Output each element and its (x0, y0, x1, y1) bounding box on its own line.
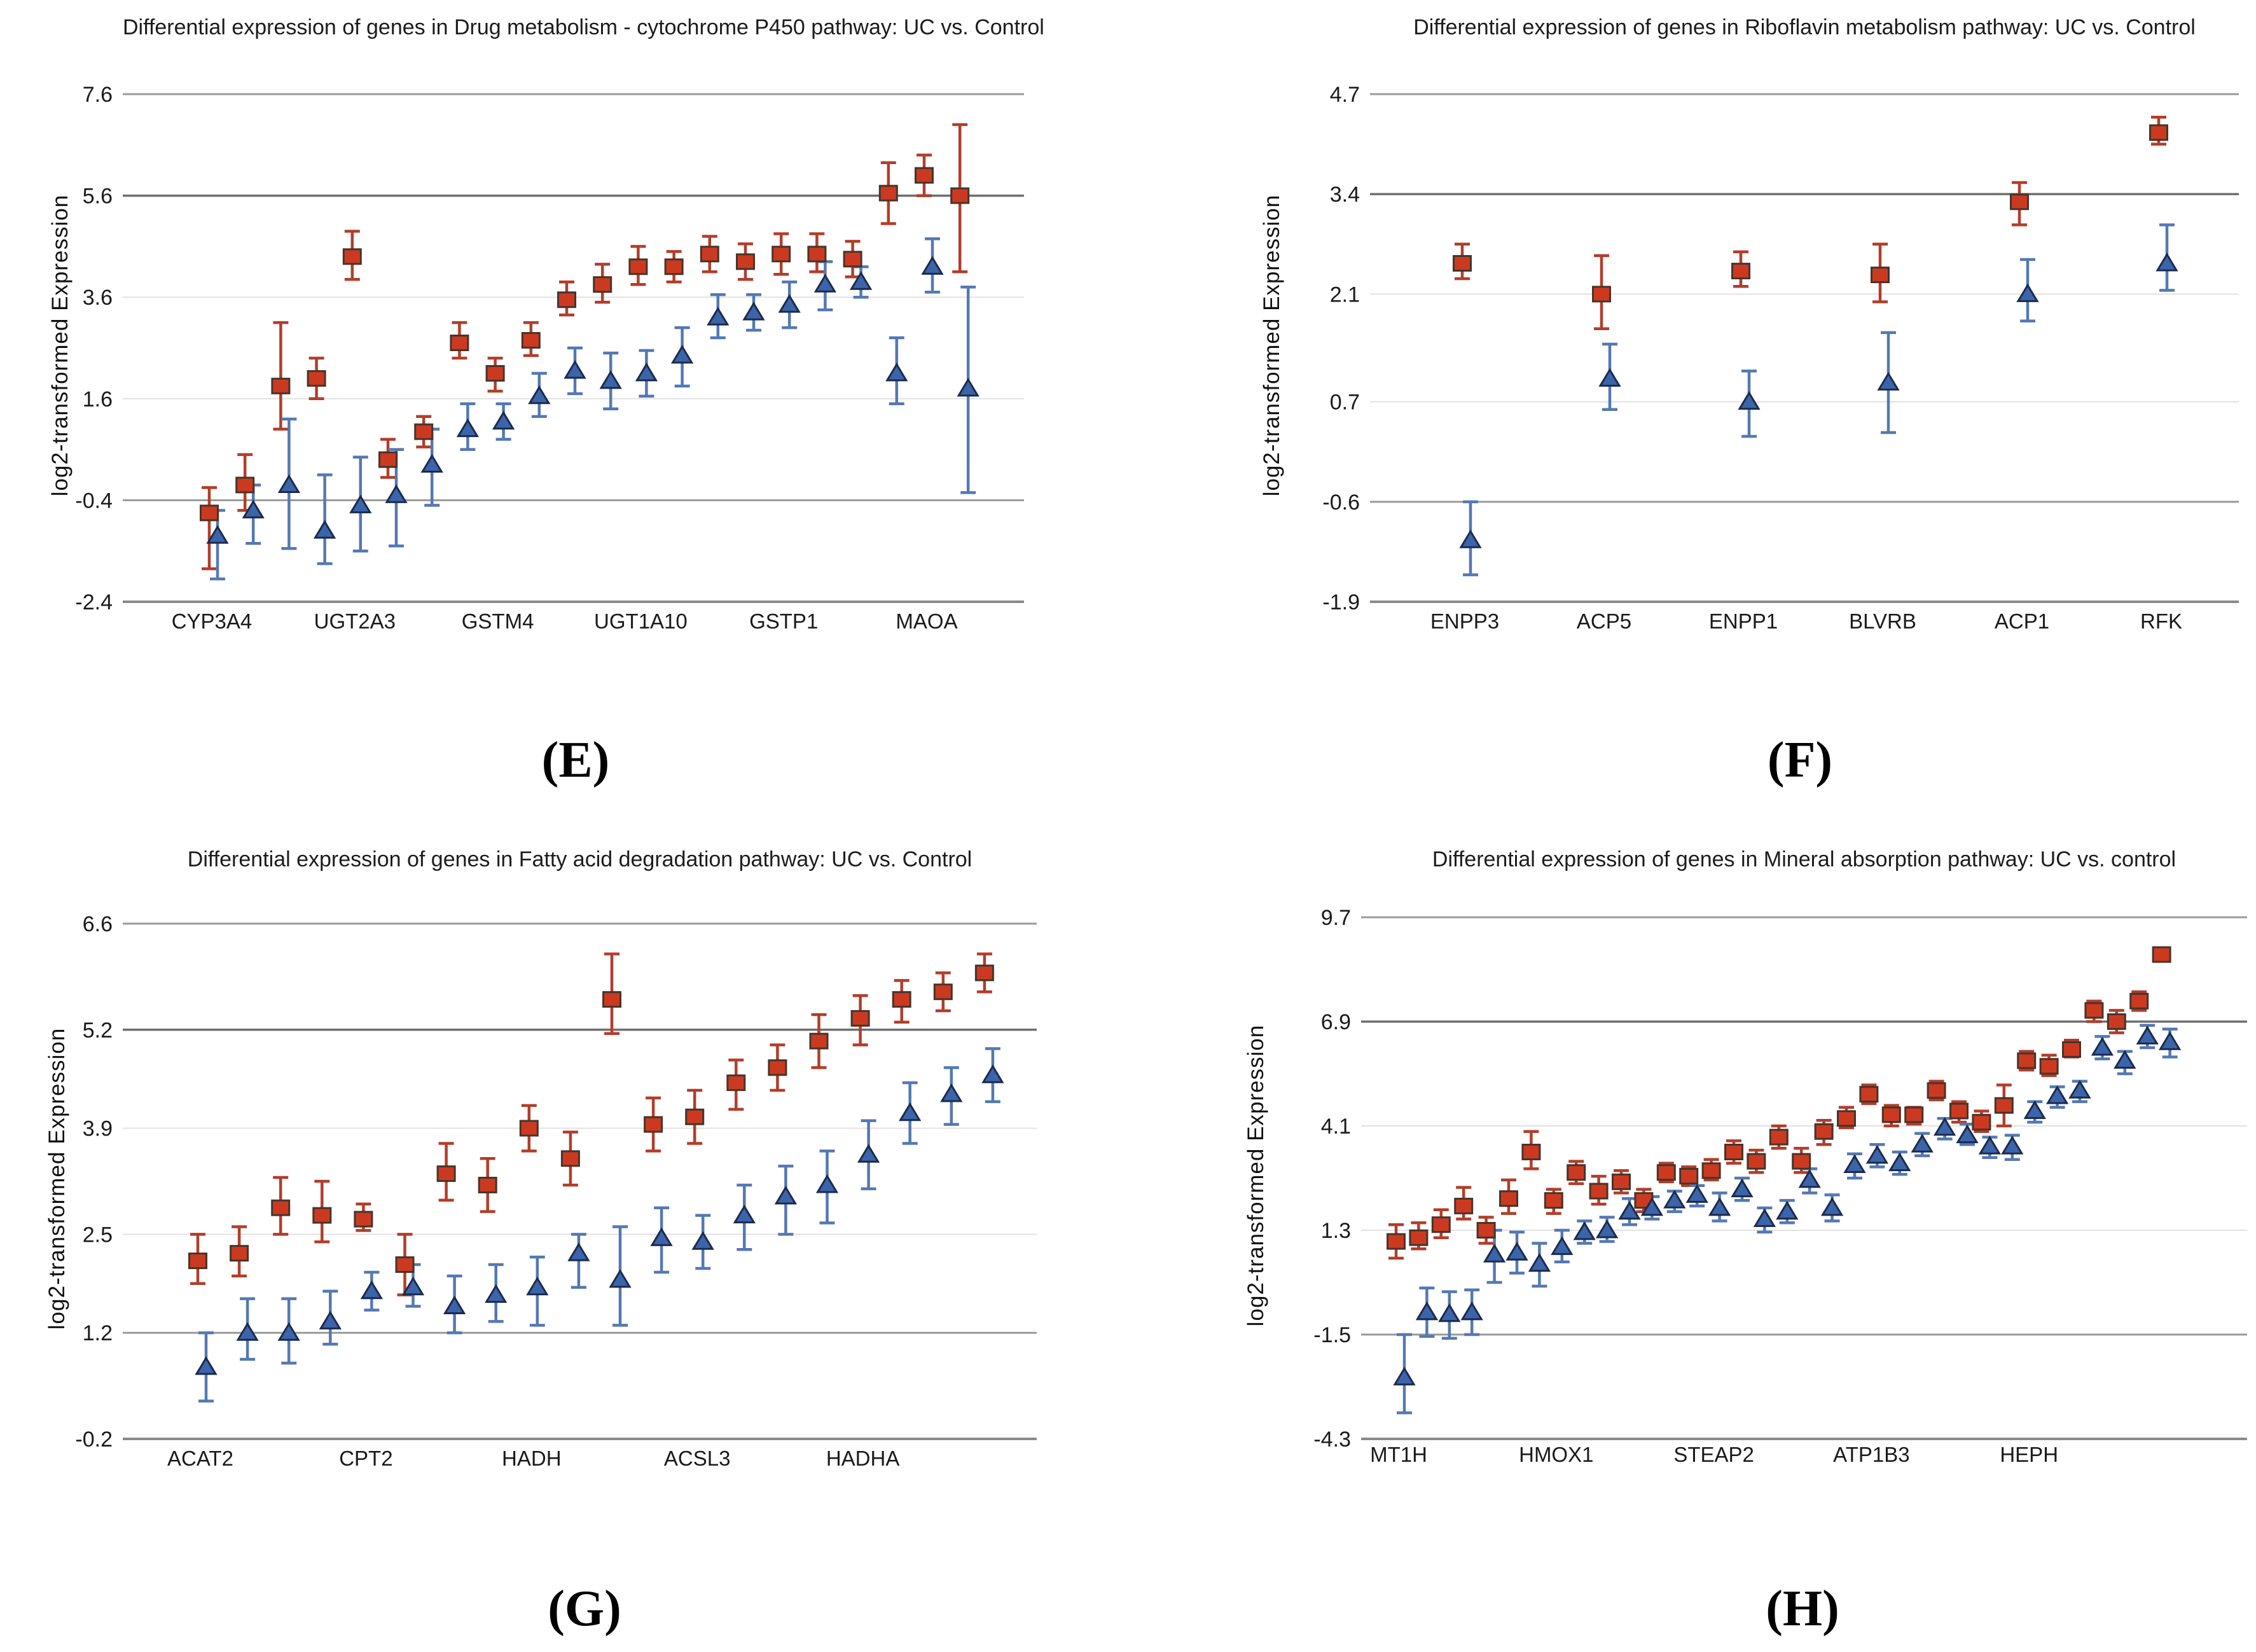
x-tick-label: STEAP2 (1673, 1443, 1754, 1466)
uc-markers (188, 964, 994, 1274)
y-tick-label: 1.6 (83, 387, 113, 412)
y-tick-label: 5.2 (83, 1018, 113, 1043)
control-markers (1459, 253, 2178, 548)
y-tick-label: -0.4 (75, 489, 113, 513)
x-tick-label: GSTM4 (462, 609, 534, 633)
panel-letter: (G) (548, 1581, 621, 1637)
y-tick-label: 6.9 (1321, 1010, 1351, 1034)
x-tick-label: HEPH (2000, 1443, 2058, 1466)
chart-plot-E: 7.6 5.6 3.6 1.6 -0.4 -2.4 CYP3A4 UGT2A3 GSTM4 UGT… (75, 83, 1024, 633)
panel-H: Differential expression of genes in Mine… (1128, 826, 2256, 1652)
control-markers (195, 1064, 1004, 1375)
panel-letter: (E) (541, 732, 610, 788)
x-tick-label: ACAT2 (167, 1447, 233, 1470)
y-tick-label: -4.3 (1313, 1427, 1351, 1452)
chart-plot-F: 4.7 3.4 2.1 0.7 -0.6 -1.9 ENPP3 ACP5 ENPP1 BLVRB A… (1322, 83, 2239, 633)
uc-errorbars (190, 952, 992, 1296)
x-tick-label: ACSL3 (664, 1447, 731, 1470)
uc-errorbars (1455, 116, 2166, 331)
chart-plot-G: 6.6 5.2 3.9 2.5 1.2 -0.2 ACAT2 CPT2 HADH ACSL3 HAD… (75, 912, 1037, 1470)
uc-markers (1387, 946, 2171, 1250)
x-tick-label: HMOX1 (1519, 1443, 1593, 1466)
y-tick-label: 5.6 (83, 184, 113, 209)
chart-plot-H: 9.7 6.9 4.1 1.3 -1.5 -4.3 MT1H HMOX1 STEAP2 ATP1B… (1313, 906, 2247, 1466)
x-tick-label: CPT2 (339, 1447, 392, 1470)
y-tick-label: -1.5 (1313, 1323, 1351, 1347)
panel-letter: (F) (1767, 732, 1833, 788)
y-tick-label: 9.7 (1321, 906, 1351, 930)
y-tick-label: 1.2 (83, 1321, 113, 1345)
y-tick-label: 3.6 (83, 286, 113, 310)
uc-errorbars (202, 123, 968, 571)
y-tick-label: -2.4 (75, 590, 113, 614)
y-tick-label: -1.9 (1322, 590, 1360, 614)
x-tick-label: RFK (2140, 609, 2182, 633)
control-errorbars (198, 1047, 1000, 1403)
x-tick-label: UGT2A3 (314, 609, 396, 633)
y-tick-label: 4.1 (1321, 1114, 1351, 1139)
panel-letter: (H) (1766, 1581, 1839, 1637)
chart-title: Differential expression of genes in Drug… (123, 15, 1044, 39)
y-tick-label: 6.6 (83, 912, 113, 936)
x-tick-label: BLVRB (1849, 609, 1916, 633)
panel-F: Differential expression of genes in Ribo… (1128, 0, 2256, 826)
y-tick-label: -0.6 (1322, 490, 1360, 515)
panel-G: Differential expression of genes in Fatt… (0, 826, 1128, 1652)
x-tick-label: MAOA (896, 609, 957, 633)
control-markers (206, 256, 979, 544)
y-tick-label: 3.4 (1330, 183, 1360, 207)
panel-E: Differential expression of genes in Drug… (0, 0, 1128, 826)
y-tick-label: 4.7 (1330, 83, 1360, 107)
chart-title: Differential expression of genes in Fatt… (187, 847, 972, 871)
y-tick-label: 0.7 (1330, 391, 1360, 415)
y-tick-label: -0.2 (75, 1427, 113, 1452)
uc-markers (1453, 124, 2168, 303)
control-markers (1393, 1025, 2182, 1385)
control-errorbars (1463, 223, 2175, 576)
x-tick-label: HADH (502, 1447, 562, 1470)
x-tick-label: ENPP3 (1430, 609, 1499, 633)
x-tick-label: ACP1 (1995, 609, 2049, 633)
x-tick-label: ACP5 (1577, 609, 1631, 633)
x-tick-label: MT1H (1370, 1443, 1427, 1466)
y-tick-label: 7.6 (83, 83, 113, 107)
x-tick-label: HADHA (826, 1447, 900, 1470)
x-tick-label: GSTP1 (749, 609, 818, 633)
chart-title: Differential expression of genes in Mine… (1432, 847, 2176, 871)
x-tick-label: UGT1A10 (594, 609, 688, 633)
uc-markers (200, 167, 970, 522)
y-tick-label: 2.5 (83, 1223, 113, 1247)
x-tick-label: ATP1B3 (1833, 1443, 1909, 1466)
y-tick-label: 1.3 (1321, 1219, 1351, 1243)
x-tick-label: ENPP1 (1709, 609, 1778, 633)
y-tick-label: 2.1 (1330, 282, 1360, 307)
x-tick-label: CYP3A4 (172, 609, 253, 633)
y-tick-label: 3.9 (83, 1117, 113, 1141)
chart-title: Differential expression of genes in Ribo… (1413, 15, 2196, 39)
